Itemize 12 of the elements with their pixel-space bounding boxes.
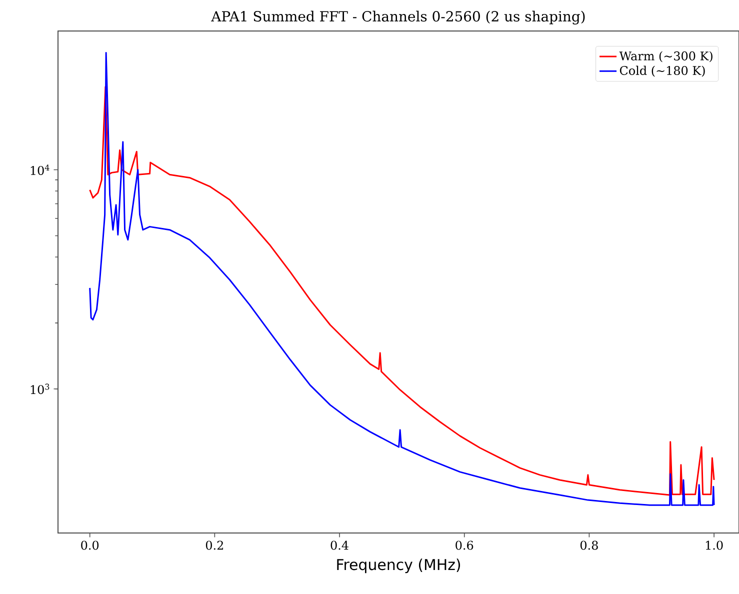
y-tick-label: 10$^{4}$ — [30, 164, 50, 175]
x-axis-title: Frequency (MHz) — [337, 558, 460, 574]
x-tick-label: 0.4 — [330, 540, 348, 550]
x-tick-label: 0.2 — [206, 540, 224, 550]
x-tick-label: 0.6 — [456, 540, 474, 550]
x-tick-label: 0.8 — [580, 540, 598, 550]
x-tick-label: 1.0 — [706, 540, 723, 550]
chart-title: APA1 Summed FFT - Channels 0-2560 (2 us shaping) — [211, 10, 585, 24]
legend-label: Cold (~180 K) — [620, 66, 705, 77]
y-tick-label: 10$^{3}$ — [30, 384, 50, 394]
legend-label: Warm (~300 K) — [619, 51, 712, 62]
x-tick-label: 0.0 — [81, 540, 99, 550]
